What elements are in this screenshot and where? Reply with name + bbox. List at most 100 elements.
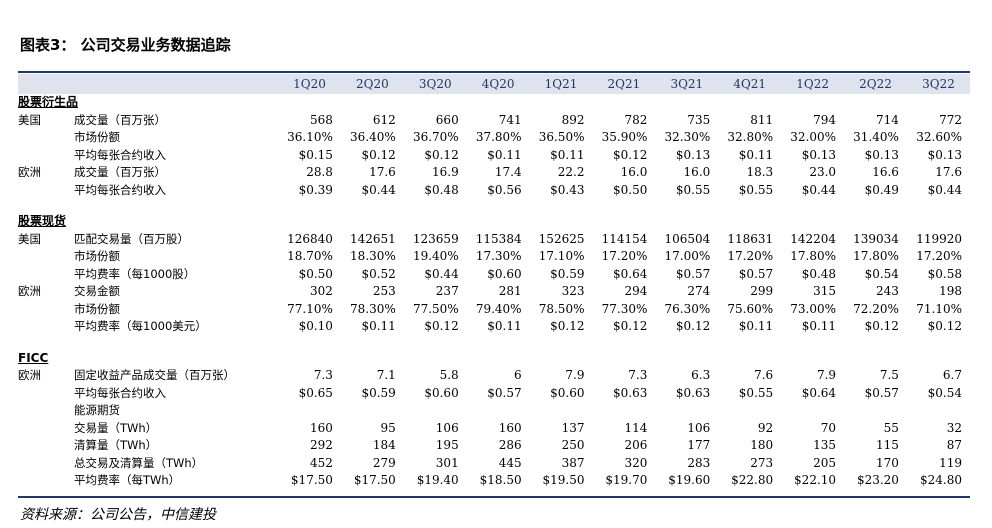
value-cell: 37.80% — [475, 130, 522, 144]
value-cell: 7.5 — [879, 368, 899, 382]
value-cell: $0.44 — [927, 182, 962, 197]
value-cell: $0.12 — [927, 319, 962, 333]
region-label: 美国 — [18, 231, 41, 246]
value-cell: $0.49 — [864, 182, 899, 197]
value-cell: $0.52 — [361, 266, 396, 281]
value-cell: 315 — [813, 284, 837, 298]
value-cell: $0.12 — [550, 319, 585, 333]
value-cell: $0.11 — [487, 147, 522, 162]
value-cell — [781, 402, 844, 420]
top-rule — [18, 71, 970, 73]
source-note: 资料来源：公司公告，中信建投 — [20, 507, 216, 523]
value-cell: $0.13 — [801, 147, 837, 162]
value-cell: 323 — [561, 284, 585, 298]
table-row: 能源期货 — [18, 402, 970, 420]
value-cell: 119 — [939, 455, 962, 470]
value-cell: 77.30% — [601, 301, 648, 316]
value-cell: $0.11 — [801, 319, 837, 333]
column-header: 3Q20 — [418, 77, 452, 91]
value-cell: 78.50% — [538, 301, 585, 316]
region-label — [18, 385, 74, 403]
value-cell: 32.30% — [664, 130, 711, 144]
region-label — [18, 301, 74, 319]
value-cell: 660 — [435, 112, 459, 127]
column-header: 3Q21 — [670, 77, 704, 91]
value-cell: 22.2 — [557, 165, 585, 179]
value-cell: $0.60 — [487, 266, 522, 281]
value-cell: 17.30% — [475, 249, 522, 263]
value-cell: $0.55 — [738, 385, 774, 400]
value-cell: 70 — [820, 420, 837, 435]
metric-label: 平均费率（每1000股） — [74, 266, 196, 281]
value-cell: $19.70 — [605, 473, 648, 487]
value-cell: $0.60 — [424, 385, 459, 400]
table-row: 市场份额 18.70% 18.30% 19.40% 17.30% 17.10% 17.20%… — [18, 248, 970, 266]
value-cell: 445 — [498, 455, 522, 470]
value-cell: 16.9 — [431, 165, 459, 179]
value-cell: $0.12 — [613, 319, 648, 333]
value-cell: 892 — [561, 112, 585, 127]
value-cell: 17.6 — [369, 165, 396, 179]
value-cell: 139034 — [853, 231, 899, 246]
value-cell: $0.10 — [298, 319, 333, 333]
value-cell: $0.11 — [361, 319, 396, 333]
value-cell: 19.40% — [412, 249, 459, 263]
table-row: 总交易及清算量（TWh） 452 279 301 445 387 320 283 273 205 1… — [18, 455, 970, 473]
value-cell: $0.48 — [801, 266, 837, 281]
region-label — [18, 248, 74, 266]
value-cell: 387 — [561, 455, 585, 470]
value-cell: 811 — [750, 112, 774, 127]
value-cell: 206 — [624, 438, 648, 452]
value-cell: 79.40% — [475, 301, 522, 316]
value-cell: 126840 — [287, 231, 333, 246]
value-cell: 612 — [372, 112, 396, 127]
region-label: 欧洲 — [18, 368, 41, 382]
value-cell: 71.10% — [916, 301, 962, 316]
value-cell: 142204 — [790, 231, 837, 246]
region-label — [18, 266, 74, 284]
value-cell: 36.50% — [538, 130, 585, 144]
value-cell: 17.80% — [853, 249, 899, 263]
table-row: 美国 匹配交易量（百万股） 126840 142651 123659 115384 1526… — [18, 231, 970, 249]
table-row: 交易量（TWh） 160 95 106 160 137 114 106 92 70 55 32 — [18, 420, 970, 438]
value-cell: 32.80% — [727, 130, 774, 144]
table-row: 清算量（TWh） 292 184 195 286 250 206 177 180 135 115 87 — [18, 437, 970, 455]
value-cell: 123659 — [412, 231, 459, 246]
gap-cell — [18, 199, 970, 213]
value-cell: $0.57 — [864, 385, 899, 400]
value-cell: $0.12 — [361, 147, 396, 162]
value-cell: 17.4 — [494, 165, 522, 179]
value-cell — [655, 402, 718, 420]
value-cell: 32.60% — [916, 130, 962, 144]
value-cell: $22.10 — [794, 473, 837, 487]
value-cell: 36.40% — [350, 130, 396, 144]
value-cell: 16.0 — [620, 165, 648, 179]
value-cell: $18.50 — [479, 473, 522, 487]
section-header-row: 股票现货 — [18, 213, 970, 231]
value-cell: $0.64 — [613, 266, 648, 281]
metric-label: 平均费率（每1000美元） — [74, 319, 207, 333]
value-cell: 55 — [883, 420, 899, 435]
value-cell: $0.57 — [738, 266, 774, 281]
value-cell: 782 — [624, 112, 648, 127]
value-cell: 76.30% — [664, 301, 711, 316]
column-header: 3Q22 — [922, 77, 955, 91]
value-cell: $22.80 — [731, 473, 774, 487]
column-header: 1Q21 — [544, 77, 578, 91]
value-cell: 205 — [813, 455, 837, 470]
metric-label: 成交量（百万张） — [74, 165, 166, 179]
value-cell: $0.55 — [675, 182, 711, 197]
value-cell: $0.48 — [424, 182, 459, 197]
value-cell: 286 — [498, 438, 522, 452]
value-cell — [278, 402, 341, 420]
section-gap — [18, 336, 970, 350]
region-label — [18, 182, 74, 200]
value-cell: 17.20% — [916, 249, 962, 263]
value-cell: 106 — [687, 420, 711, 435]
value-cell: $0.65 — [298, 385, 333, 400]
value-cell: 16.6 — [872, 165, 899, 179]
value-cell — [718, 402, 781, 420]
metric-label: 市场份额 — [74, 249, 120, 263]
value-cell: 135 — [813, 438, 837, 452]
value-cell — [844, 402, 907, 420]
